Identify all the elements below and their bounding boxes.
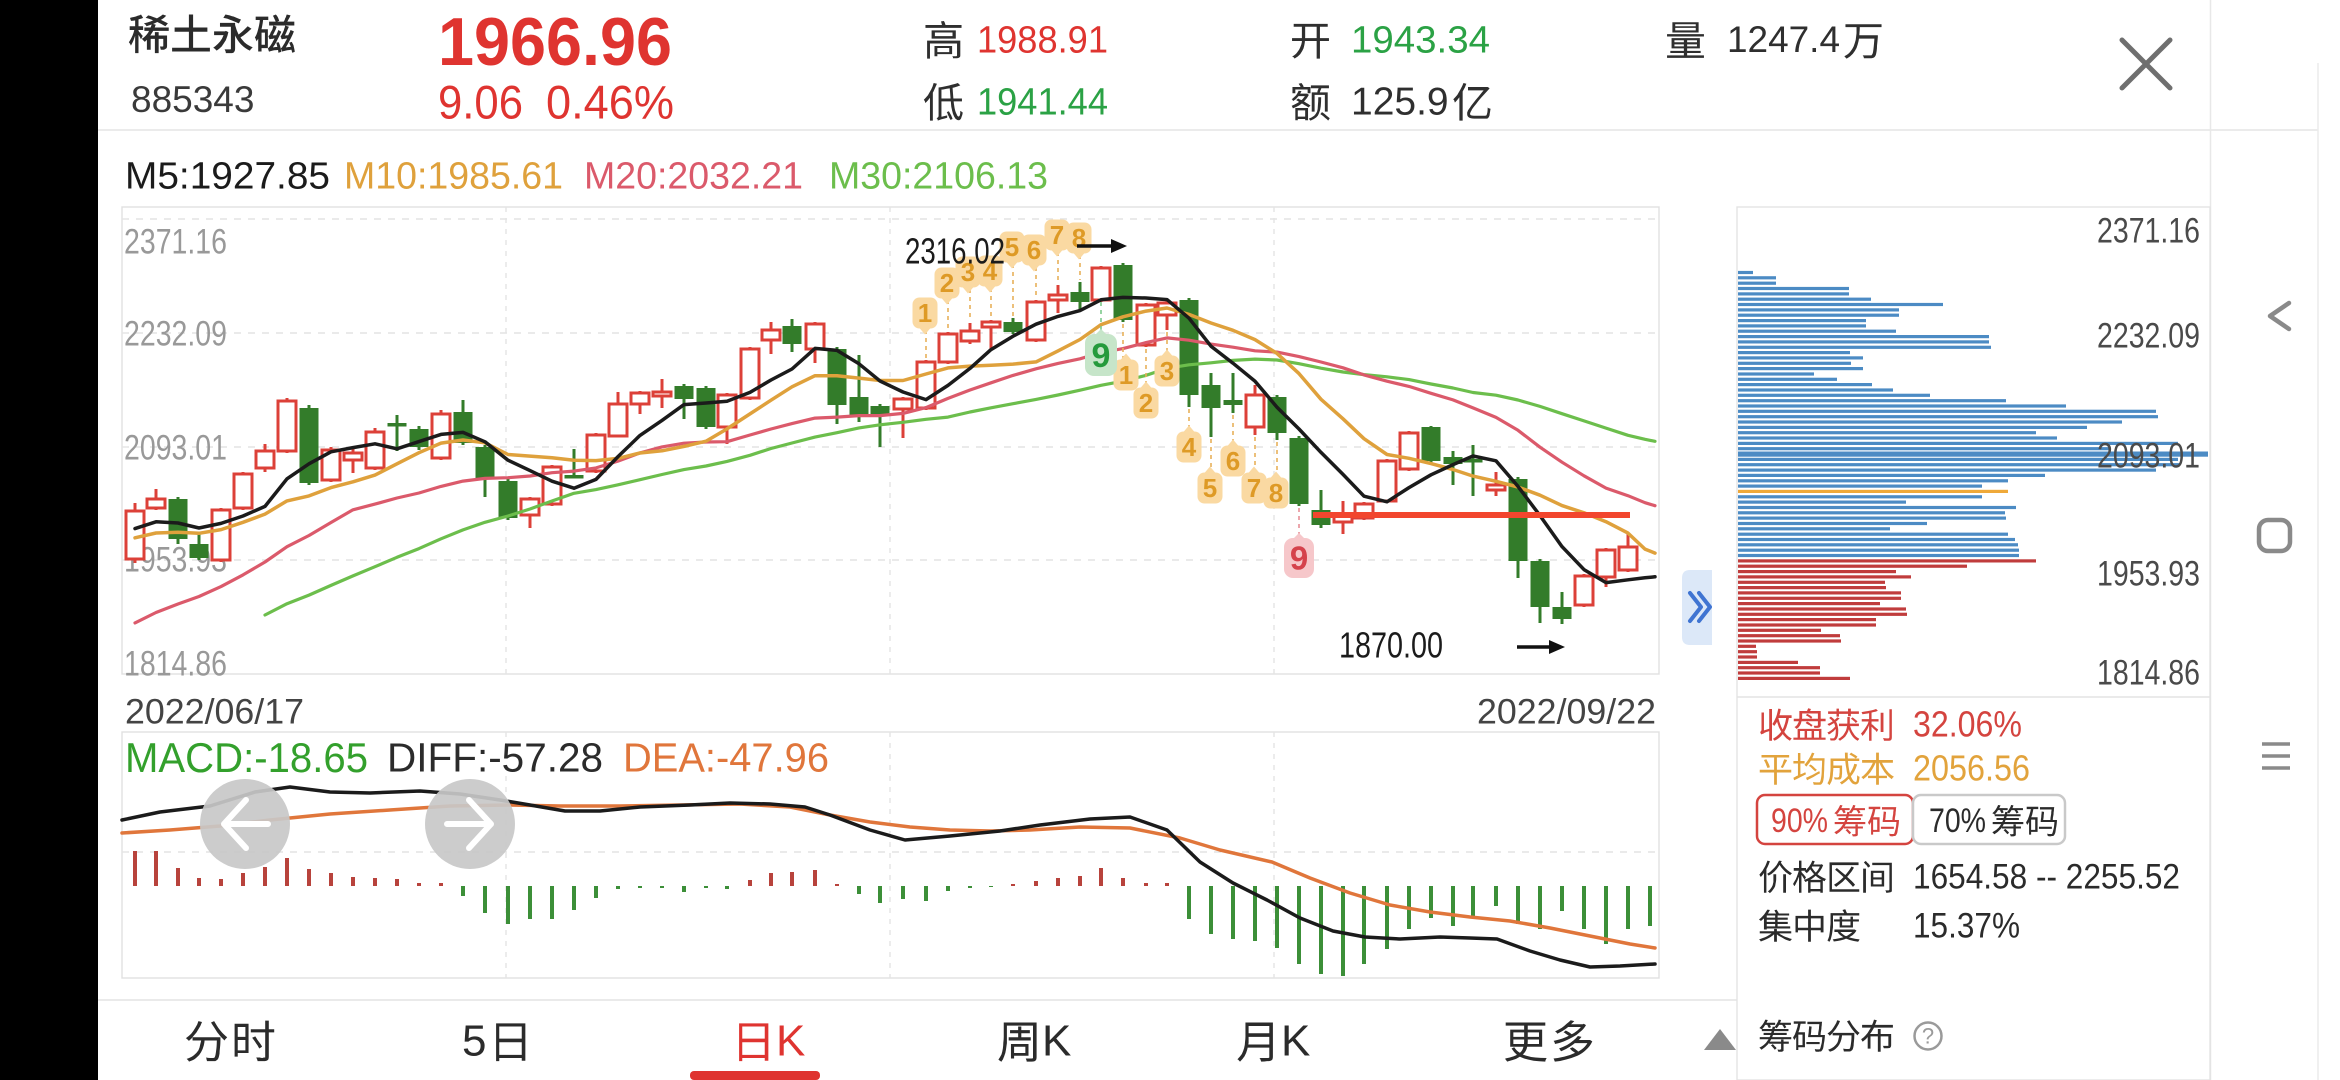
svg-text:4: 4	[983, 256, 998, 286]
svg-text:1654.58 -- 2255.52: 1654.58 -- 2255.52	[1913, 857, 2180, 896]
svg-text:2022/06/17: 2022/06/17	[125, 692, 304, 731]
svg-text:2056.56: 2056.56	[1913, 748, 2030, 789]
svg-text:6: 6	[1226, 446, 1240, 476]
svg-text:90%: 90%	[1771, 802, 1828, 840]
svg-text:1814.86: 1814.86	[2097, 653, 2200, 692]
svg-text:8: 8	[1269, 478, 1283, 508]
svg-text:6: 6	[1027, 235, 1041, 265]
svg-text:M20:2032.21: M20:2032.21	[584, 155, 803, 197]
svg-text:MACD:-18.65: MACD:-18.65	[125, 734, 368, 781]
svg-text:1966.96: 1966.96	[438, 4, 672, 80]
svg-text:1953.93: 1953.93	[2097, 554, 2200, 593]
svg-text:15.37%: 15.37%	[1913, 906, 2020, 945]
svg-text:1247.4: 1247.4	[1727, 19, 1840, 60]
svg-text:2: 2	[940, 268, 954, 298]
svg-text:9: 9	[1290, 540, 1308, 577]
svg-text:M5:1927.85: M5:1927.85	[125, 155, 330, 197]
svg-text:5: 5	[462, 1017, 486, 1066]
svg-text:1814.86: 1814.86	[124, 644, 227, 683]
svg-text:9: 9	[1092, 337, 1111, 375]
svg-text:8: 8	[1072, 223, 1086, 253]
svg-text:32.06%: 32.06%	[1913, 704, 2022, 745]
svg-text:K: K	[1281, 1017, 1310, 1066]
svg-text:2232.09: 2232.09	[124, 314, 227, 353]
svg-text:70%: 70%	[1929, 802, 1986, 840]
svg-text:885343: 885343	[131, 79, 254, 120]
svg-text:2093.01: 2093.01	[124, 428, 227, 467]
svg-text:2232.09: 2232.09	[2097, 316, 2200, 355]
svg-text:K: K	[776, 1017, 805, 1066]
svg-text:7: 7	[1050, 220, 1064, 250]
svg-text:1943.34: 1943.34	[1351, 19, 1490, 61]
svg-text:M30:2106.13: M30:2106.13	[829, 155, 1048, 197]
svg-text:1870.00: 1870.00	[1339, 625, 1443, 666]
svg-text:3: 3	[1160, 356, 1174, 386]
svg-text:1988.91: 1988.91	[977, 19, 1108, 61]
svg-text:4: 4	[1182, 432, 1197, 462]
svg-text:1: 1	[1119, 360, 1133, 390]
svg-text:2: 2	[1139, 388, 1153, 418]
svg-text:K: K	[1042, 1017, 1071, 1066]
svg-text:DIFF:-57.28: DIFF:-57.28	[387, 734, 603, 780]
svg-text:125.9: 125.9	[1351, 81, 1449, 124]
svg-text:5: 5	[1203, 473, 1217, 503]
svg-text:9.06: 9.06	[438, 76, 523, 129]
svg-text:DEA:-47.96: DEA:-47.96	[623, 734, 829, 780]
svg-text:1: 1	[918, 298, 932, 328]
svg-text:M10:1985.61: M10:1985.61	[344, 155, 563, 197]
svg-text:2371.16: 2371.16	[2097, 211, 2200, 250]
svg-text:0.46%: 0.46%	[546, 76, 674, 129]
svg-text:2022/09/22: 2022/09/22	[1477, 692, 1656, 731]
svg-text:7: 7	[1247, 473, 1261, 503]
svg-text:2371.16: 2371.16	[124, 222, 227, 261]
svg-text:3: 3	[961, 257, 975, 287]
svg-text:?: ?	[1922, 1024, 1934, 1049]
svg-text:2316.02: 2316.02	[905, 231, 1005, 272]
svg-text:1941.44: 1941.44	[977, 81, 1108, 123]
svg-text:2093.01: 2093.01	[2097, 436, 2200, 475]
svg-text:5: 5	[1005, 232, 1019, 262]
